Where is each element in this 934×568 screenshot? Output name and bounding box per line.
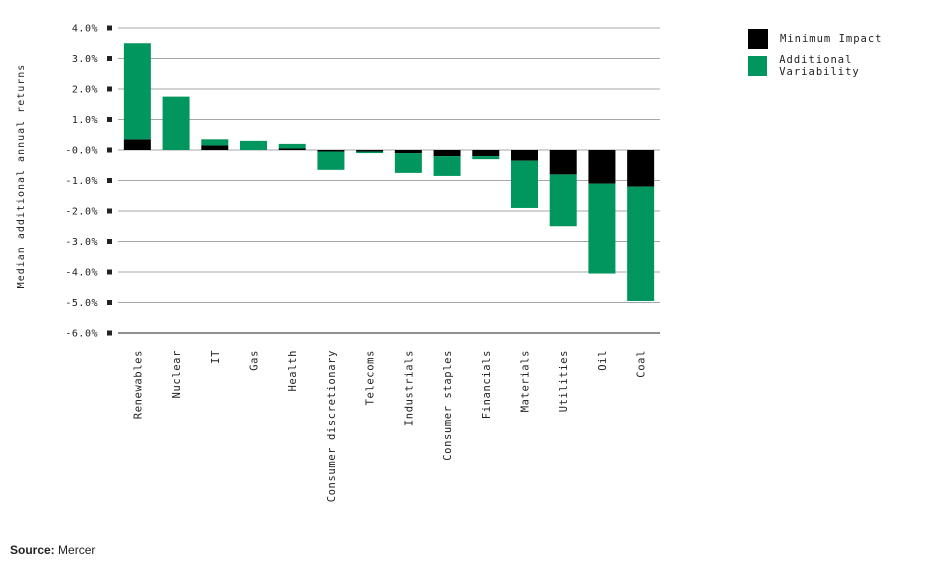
x-category-label: Telecoms	[365, 350, 377, 405]
legend-label: Additional Variability	[779, 54, 860, 78]
legend-label: Minimum Impact	[780, 33, 883, 45]
legend-swatch-additional-variability	[748, 56, 768, 76]
additional-variability-bar	[433, 156, 461, 176]
y-tick-label: 3.0%	[72, 54, 98, 65]
y-tick-label: -2.0%	[65, 207, 98, 218]
y-tick-mark	[107, 147, 112, 153]
y-tick-mark	[107, 25, 112, 31]
y-tick-mark	[107, 208, 112, 214]
minimum-impact-bar	[627, 150, 655, 187]
gridlines	[118, 27, 660, 334]
additional-variability-bar	[588, 183, 616, 274]
x-category-label: Consumer discretionary	[326, 350, 338, 502]
additional-variability-bar	[549, 174, 577, 227]
x-category-label: Health	[287, 350, 299, 392]
minimum-impact-bar	[433, 150, 461, 157]
y-tick-label: -0.0%	[65, 146, 98, 157]
minimum-impact-bar	[278, 148, 306, 150]
additional-variability-bar	[240, 140, 267, 150]
x-category-label: Materials	[520, 350, 532, 412]
x-category-label: Coal	[636, 350, 648, 378]
x-category-label: Consumer staples	[442, 350, 454, 461]
additional-variability-bar	[201, 139, 229, 146]
additional-variability-bar	[394, 153, 422, 173]
x-category-label: Oil	[597, 350, 609, 371]
y-tick-mark	[107, 269, 112, 275]
x-category-label: Gas	[249, 350, 261, 371]
bars	[123, 43, 655, 301]
minimum-impact-bar	[588, 150, 616, 184]
x-axis-categories: Renewables Nuclear IT Gas Health Consumer dis…	[132, 350, 647, 502]
y-tick-label: 1.0%	[72, 115, 98, 126]
y-axis-label: Median additional annual returns	[16, 64, 27, 289]
y-tick-mark	[107, 56, 112, 61]
y-tick-label: -4.0%	[65, 268, 98, 279]
additional-variability-bar	[317, 151, 345, 170]
y-tick-label: -6.0%	[65, 329, 98, 340]
additional-variability-bar	[123, 43, 151, 140]
minimum-impact-bar	[472, 150, 500, 157]
y-tick-mark	[107, 117, 112, 122]
legend: Minimum Impact Additional Variability	[748, 28, 934, 82]
additional-variability-bar	[356, 151, 384, 154]
y-tick-mark	[107, 300, 112, 305]
additional-variability-bar	[278, 143, 306, 149]
legend-item-minimum-impact: Minimum Impact	[748, 28, 934, 50]
x-category-label: Financials	[481, 350, 493, 419]
additional-variability-bar	[627, 186, 655, 301]
minimum-impact-bar	[549, 150, 577, 175]
additional-variability-bar	[511, 160, 538, 208]
x-category-label: Nuclear	[171, 350, 183, 398]
y-tick-label: -5.0%	[65, 298, 98, 309]
y-axis-ticks: 4.0% 3.0% 2.0% 1.0% -0.0% -1.0% -2.0% -3.0% -4.0…	[65, 24, 112, 340]
x-category-label: Industrials	[403, 350, 415, 426]
y-tick-mark	[107, 330, 112, 336]
y-tick-label: 2.0%	[72, 85, 98, 96]
x-category-label: Utilities	[558, 350, 570, 412]
source-note: Source: Mercer	[10, 543, 95, 557]
source-text: Mercer	[58, 543, 96, 557]
minimum-impact-bar	[394, 150, 422, 154]
y-tick-label: -3.0%	[65, 237, 98, 248]
minimum-impact-bar	[317, 150, 345, 152]
additional-variability-bar	[472, 156, 500, 160]
y-tick-mark	[107, 178, 112, 183]
minimum-impact-bar	[356, 150, 384, 152]
y-tick-mark	[107, 239, 112, 244]
legend-item-additional-variability: Additional Variability	[748, 54, 934, 78]
x-category-label: IT	[210, 350, 222, 364]
minimum-impact-bar	[201, 145, 229, 150]
x-category-label: Renewables	[132, 350, 144, 419]
source-label: Source:	[10, 543, 55, 557]
legend-swatch-minimum-impact	[748, 29, 768, 49]
minimum-impact-bar	[123, 139, 151, 150]
minimum-impact-bar	[511, 150, 538, 161]
y-tick-mark	[107, 86, 112, 92]
additional-variability-bar	[162, 96, 190, 150]
y-tick-label: 4.0%	[72, 24, 98, 35]
y-tick-label: -1.0%	[65, 176, 98, 187]
